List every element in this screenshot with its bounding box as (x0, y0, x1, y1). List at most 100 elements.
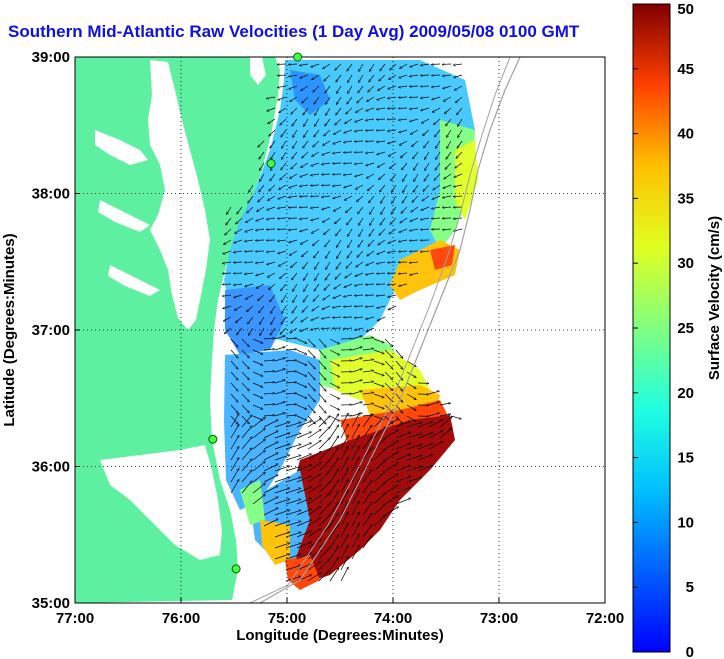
velocity-arrow (296, 371, 307, 376)
velocity-arrow (325, 107, 331, 116)
velocity-arrow (329, 568, 340, 582)
velocity-arrow (256, 283, 265, 289)
velocity-arrow (411, 140, 419, 147)
velocity-arrow (367, 85, 375, 92)
velocity-arrow (329, 349, 340, 356)
velocity-arrow (277, 85, 287, 88)
velocity-arrow (288, 207, 298, 208)
velocity-arrow (373, 393, 384, 398)
velocity-arrow (285, 360, 297, 361)
velocity-arrow (296, 338, 307, 343)
velocity-arrow (406, 433, 422, 439)
velocity-arrow (269, 294, 276, 302)
velocity-arrow (340, 512, 349, 527)
velocity-arrow (321, 196, 331, 197)
velocity-arrow (230, 349, 238, 358)
velocity-arrow (434, 129, 441, 137)
velocity-arrow (289, 173, 298, 179)
velocity-arrow (230, 404, 238, 413)
velocity-arrow (252, 461, 266, 472)
velocity-arrow (395, 454, 411, 461)
velocity-arrow (362, 447, 373, 461)
velocity-arrow (387, 140, 397, 144)
velocity-arrow (335, 239, 342, 248)
velocity-arrow (453, 196, 463, 197)
velocity-arrow (368, 206, 375, 215)
velocity-arrow (291, 272, 298, 280)
velocity-arrow (324, 250, 331, 259)
velocity-arrow (324, 74, 331, 81)
velocity-arrow (334, 217, 342, 224)
velocity-arrow (362, 491, 373, 505)
velocity-arrow (351, 424, 360, 439)
velocity-arrow (296, 487, 312, 494)
velocity-arrow (412, 151, 419, 159)
velocity-arrow (442, 195, 452, 198)
velocity-arrow (312, 305, 320, 312)
velocity-arrow (285, 543, 301, 549)
velocity-arrow (395, 421, 411, 428)
velocity-arrow (233, 262, 243, 263)
velocity-arrow (351, 523, 360, 538)
velocity-arrow (267, 195, 276, 201)
velocity-arrow (244, 273, 254, 274)
velocity-arrow (409, 63, 419, 67)
velocity-arrow (412, 162, 419, 171)
velocity-arrow (376, 273, 386, 274)
velocity-arrow (379, 217, 386, 225)
velocity-arrow (230, 424, 240, 439)
velocity-arrow (234, 305, 243, 311)
velocity-arrow (453, 184, 463, 187)
velocity-arrow (296, 415, 307, 420)
velocity-arrow (329, 371, 340, 378)
velocity-arrow (435, 151, 441, 160)
velocity-arrow (417, 433, 433, 439)
velocity-arrow (409, 228, 419, 231)
velocity-arrow (241, 426, 252, 439)
velocity-arrow (230, 479, 240, 494)
velocity-arrow (241, 360, 249, 369)
velocity-arrow (222, 250, 232, 254)
velocity-arrow (252, 338, 263, 343)
velocity-arrow (325, 261, 331, 270)
velocity-arrow (387, 108, 397, 109)
velocity-arrow (314, 272, 320, 281)
velocity-arrow (285, 444, 301, 450)
velocity-arrow (226, 206, 232, 215)
velocity-arrow (263, 518, 278, 527)
velocity-arrow (322, 140, 331, 146)
velocity-arrow (369, 217, 375, 226)
velocity-arrow (277, 207, 287, 208)
velocity-arrow (340, 523, 349, 538)
velocity-arrow (311, 63, 320, 67)
velocity-arrow (313, 294, 320, 302)
colorbar-label: Surface Velocity (cm/s) (706, 216, 723, 380)
velocity-arrow (356, 195, 364, 202)
velocity-arrow (351, 457, 360, 472)
velocity-arrow (307, 516, 321, 527)
velocity-arrow (246, 305, 254, 312)
velocity-arrow (336, 107, 342, 115)
velocity-arrow (346, 63, 353, 71)
velocity-arrow (281, 162, 287, 170)
velocity-arrow (329, 436, 340, 450)
x-tick-label: 75:00 (268, 610, 306, 627)
velocity-arrow (257, 294, 265, 301)
velocity-arrow (245, 217, 254, 223)
velocity-arrow (329, 414, 340, 428)
velocity-arrow (277, 240, 287, 241)
velocity-arrow (299, 218, 309, 219)
velocity-arrow (365, 284, 375, 285)
velocity-arrow (362, 469, 373, 483)
x-axis-ticks: 77:00 76:00 75:00 74:00 73:00 72:00 (56, 598, 624, 627)
velocity-arrow (263, 349, 275, 350)
velocity-arrow (244, 228, 254, 232)
colorbar-tick-label: 45 (677, 61, 694, 78)
velocity-arrow (301, 151, 309, 158)
velocity-arrow (336, 96, 342, 105)
velocity-arrow (357, 250, 364, 258)
velocity-arrow (255, 229, 265, 230)
velocity-arrow (387, 284, 397, 285)
velocity-arrow (318, 460, 330, 472)
